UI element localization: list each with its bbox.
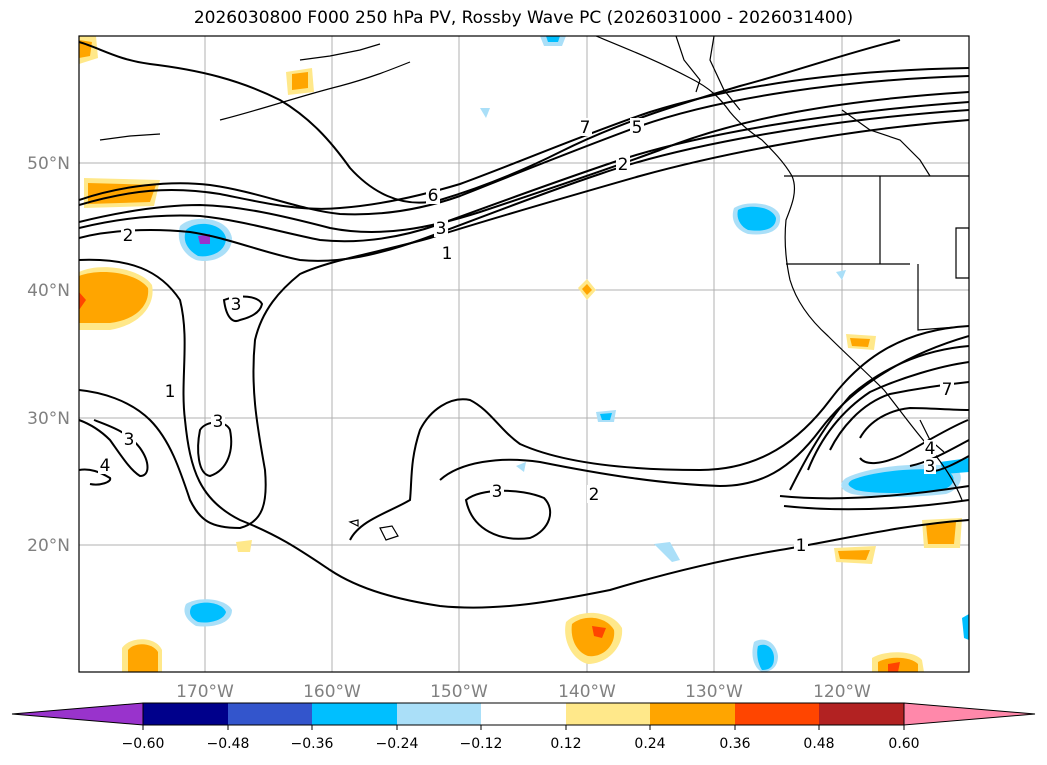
contour-label: 3 bbox=[124, 430, 135, 450]
lon-label: 170°W bbox=[176, 682, 234, 702]
colorbar-swatch bbox=[650, 703, 735, 725]
contour-label: 3 bbox=[231, 295, 242, 315]
contour-label: 1 bbox=[442, 244, 453, 264]
map-title: 2026030800 F000 250 hPa PV, Rossby Wave … bbox=[193, 8, 854, 28]
lat-label: 30°N bbox=[27, 409, 70, 429]
colorbar-tick: 0.24 bbox=[634, 736, 665, 752]
contour-label: 4 bbox=[100, 456, 111, 476]
lat-label: 20°N bbox=[27, 536, 70, 556]
colorbar-tick: −0.36 bbox=[291, 736, 334, 752]
colorbar-swatch bbox=[143, 703, 228, 725]
colorbar-tick: −0.48 bbox=[207, 736, 250, 752]
colorbar-swatch bbox=[481, 703, 566, 725]
lat-label: 50°N bbox=[27, 154, 70, 174]
contour-label: 3 bbox=[492, 482, 503, 502]
map-frame bbox=[78, 35, 970, 673]
colorbar-tick: −0.60 bbox=[122, 736, 165, 752]
colorbar-swatch bbox=[735, 703, 819, 725]
graticule bbox=[79, 36, 969, 672]
lon-label: 130°W bbox=[685, 682, 743, 702]
longitude-labels: 170°W 160°W 150°W 140°W 130°W 120°W bbox=[176, 682, 871, 702]
colorbar: −0.60 −0.48 −0.36 −0.24 −0.12 0.12 0.24 … bbox=[11, 702, 1036, 752]
contour-label: 7 bbox=[580, 118, 591, 138]
colorbar-swatch bbox=[228, 703, 312, 725]
lon-label: 150°W bbox=[430, 682, 488, 702]
colorbar-swatch bbox=[397, 703, 481, 725]
colorbar-tick: 0.60 bbox=[888, 736, 919, 752]
contour-label: 3 bbox=[925, 457, 936, 477]
contour-label: 2 bbox=[618, 155, 629, 175]
colorbar-extend-max bbox=[903, 702, 1036, 726]
contour-label: 2 bbox=[123, 226, 134, 246]
pv-anomaly-fills bbox=[79, 36, 969, 672]
contour-label: 3 bbox=[213, 412, 224, 432]
colorbar-tick: 0.36 bbox=[719, 736, 750, 752]
pv-contours bbox=[79, 39, 969, 609]
colorbar-tick: 0.48 bbox=[803, 736, 834, 752]
colorbar-swatch bbox=[566, 703, 650, 725]
contour-label: 1 bbox=[796, 536, 807, 556]
colorbar-extend-min bbox=[11, 702, 144, 726]
lat-label: 40°N bbox=[27, 281, 70, 301]
map-area bbox=[79, 36, 969, 672]
lon-label: 120°W bbox=[813, 682, 871, 702]
contour-label: 1 bbox=[165, 382, 176, 402]
contour-labels: 7 5 6 2 3 1 2 3 1 3 3 4 3 2 1 7 4 3 bbox=[98, 118, 954, 556]
contour-label: 7 bbox=[942, 380, 953, 400]
colorbar-tick: −0.24 bbox=[376, 736, 419, 752]
lon-label: 140°W bbox=[558, 682, 616, 702]
contour-label: 6 bbox=[428, 186, 439, 206]
latitude-labels: 50°N 40°N 30°N 20°N bbox=[27, 154, 70, 556]
coastlines bbox=[99, 36, 969, 541]
contour-label: 4 bbox=[925, 439, 936, 459]
colorbar-tick: 0.12 bbox=[550, 736, 581, 752]
colorbar-swatch bbox=[312, 703, 397, 725]
contour-label: 5 bbox=[632, 118, 643, 138]
lon-label: 160°W bbox=[303, 682, 361, 702]
colorbar-tick: −0.12 bbox=[460, 736, 503, 752]
contour-label: 3 bbox=[436, 219, 447, 239]
colorbar-swatch bbox=[819, 703, 904, 725]
contour-label: 2 bbox=[589, 485, 600, 505]
